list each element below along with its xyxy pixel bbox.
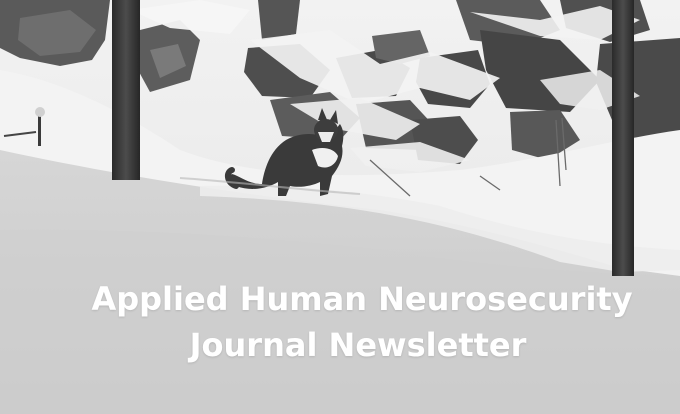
newsletter-title: Applied Human Neurosecurity Journal News… bbox=[0, 276, 680, 368]
left-post bbox=[112, 0, 140, 180]
cat-icon bbox=[224, 108, 344, 196]
title-line-1: Applied Human Neurosecurity bbox=[91, 280, 633, 318]
garden-light bbox=[3, 107, 45, 146]
title-line-2: Journal Newsletter bbox=[189, 326, 527, 364]
twigs bbox=[369, 117, 567, 197]
right-post bbox=[612, 0, 634, 276]
